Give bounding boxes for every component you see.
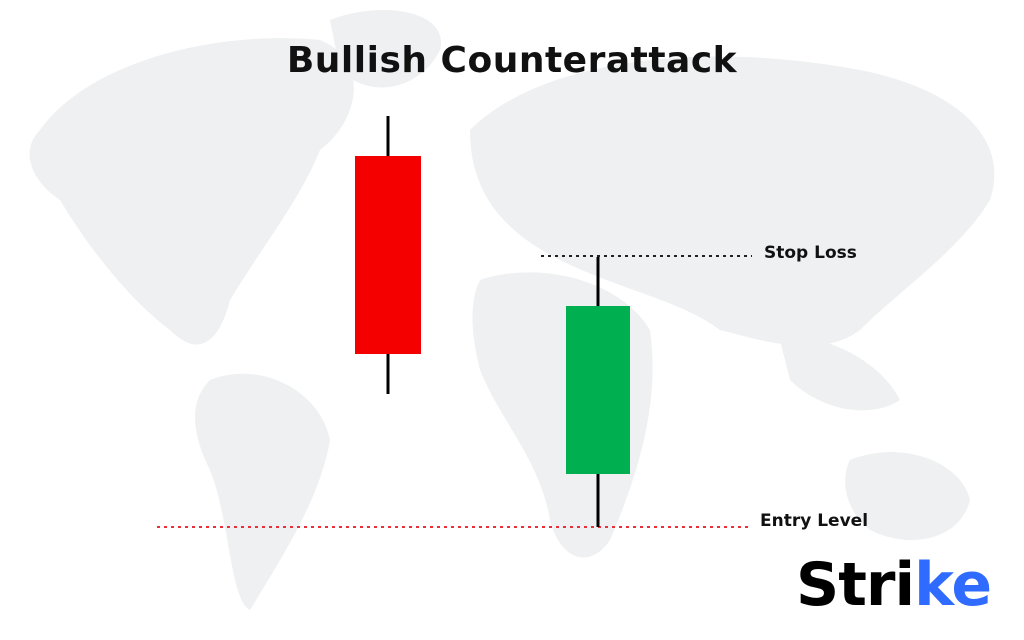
bearish-candle-body	[355, 156, 421, 354]
entry-level-label: Entry Level	[760, 511, 869, 531]
greenland-shape	[330, 10, 441, 88]
bullish-candle-body	[566, 306, 630, 474]
strike-logo: Strike	[796, 550, 992, 620]
south-america-shape	[195, 373, 330, 610]
north-america-shape	[29, 38, 354, 345]
stop-loss-label: Stop Loss	[764, 243, 857, 263]
southeast-asia-shape	[780, 338, 900, 411]
australia-shape	[845, 452, 970, 540]
europe-asia-shape	[470, 56, 995, 346]
diagram-title: Bullish Counterattack	[286, 40, 738, 81]
